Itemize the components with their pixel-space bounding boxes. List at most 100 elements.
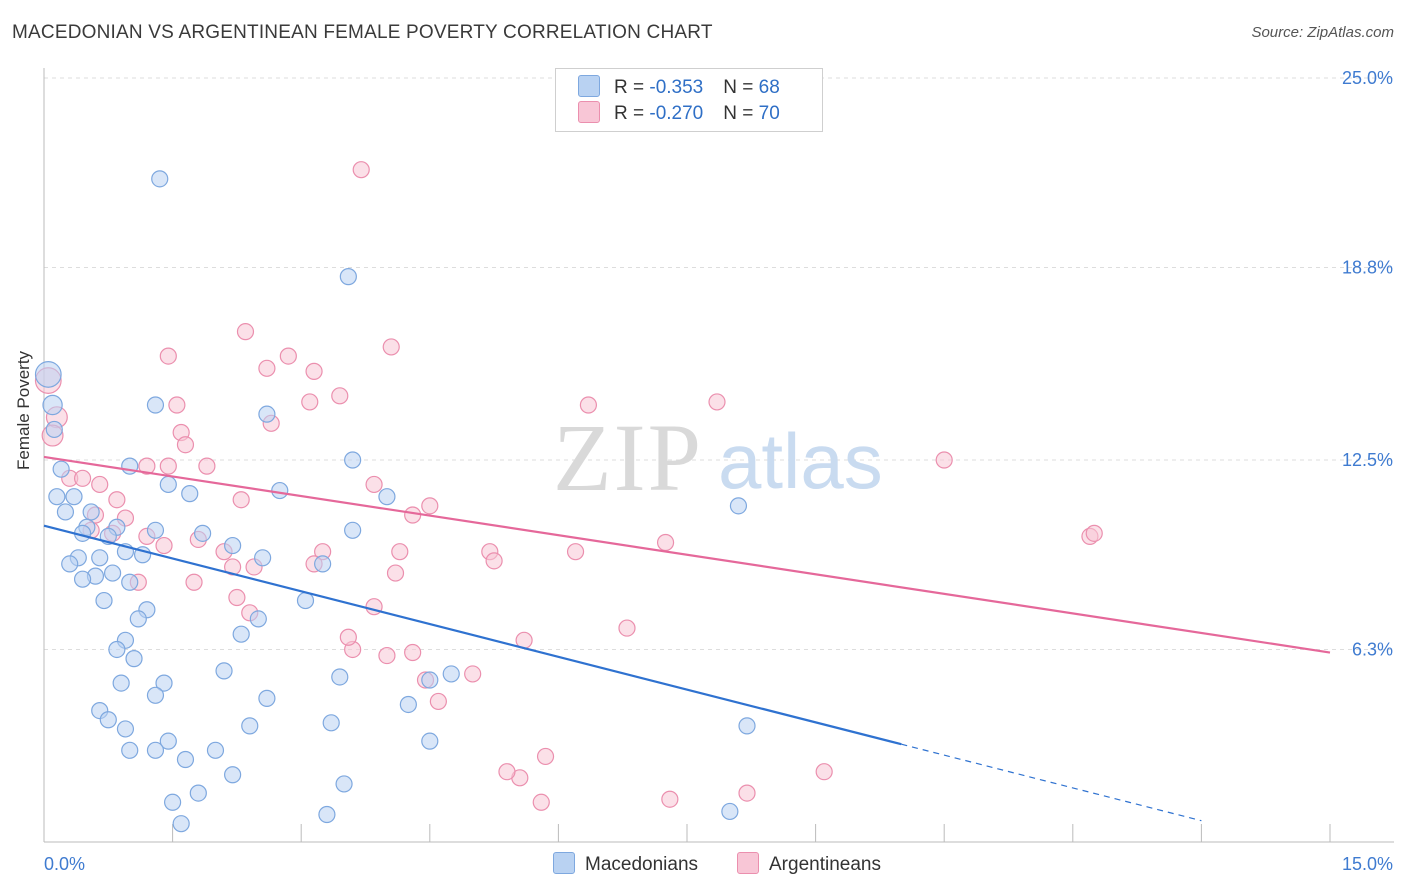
- macedonian-point: [421, 671, 439, 689]
- bottom-legend-label: Argentineans: [769, 854, 881, 875]
- macedonian-point: [241, 717, 259, 735]
- macedonian-point: [194, 524, 212, 542]
- macedonian-point: [378, 488, 396, 506]
- macedonian-point: [344, 521, 362, 539]
- y-tick-label: 6.3%: [1352, 639, 1393, 659]
- axes: [43, 68, 1394, 843]
- argentinean-point: [579, 396, 598, 414]
- argentinean-point: [224, 558, 242, 576]
- argentinean-point: [339, 628, 357, 646]
- source-credit: Source: ZipAtlas.com: [1251, 24, 1394, 41]
- argentinean-point: [168, 396, 186, 414]
- macedonian-point: [344, 451, 362, 469]
- argentinean-point: [421, 497, 439, 515]
- legend-r-label: R =: [614, 103, 650, 124]
- argentinean-point: [404, 506, 422, 524]
- macedonian-point: [271, 481, 289, 500]
- macedonian-point: [206, 741, 225, 759]
- legend-n-value: 68: [758, 77, 780, 98]
- macedonian-point: [121, 741, 139, 759]
- macedonian-point: [52, 460, 70, 478]
- bottom-legend-swatch-blue: [553, 852, 575, 874]
- bottom-legend-label: Macedonians: [585, 854, 699, 875]
- argentinean-point: [485, 552, 503, 570]
- macedonian-point: [146, 396, 165, 414]
- legend-row-macedonians: R = -0.353 N = 68: [578, 75, 780, 99]
- argentinean-point: [305, 362, 323, 380]
- argentinean-point: [73, 469, 92, 487]
- argentinean-point: [301, 393, 319, 411]
- argentinean-point: [331, 387, 349, 405]
- macedonian-point: [112, 674, 130, 692]
- macedonian-trend-line: [43, 524, 902, 746]
- argentinean-point: [661, 790, 679, 808]
- macedonians-points: [34, 170, 756, 833]
- macedonian-point: [91, 549, 109, 567]
- macedonian-point: [721, 802, 739, 821]
- macedonian-point: [258, 689, 276, 707]
- macedonian-point: [442, 665, 460, 683]
- macedonian-point: [103, 564, 122, 582]
- legend-n-label: N =: [723, 103, 759, 124]
- legend-n-value: 70: [758, 103, 780, 124]
- legend-n-label: N =: [723, 77, 759, 98]
- macedonian-point: [151, 170, 169, 188]
- argentinean-point: [185, 573, 203, 591]
- argentinean-point: [815, 763, 833, 781]
- argentinean-point: [429, 692, 447, 711]
- argentinean-point: [618, 619, 636, 637]
- argentinean-point: [228, 588, 246, 607]
- macedonian-point: [108, 640, 126, 659]
- macedonian-point: [146, 521, 165, 539]
- y-tick-label: 18.8%: [1342, 257, 1393, 277]
- legend-r-value: -0.353: [649, 77, 704, 98]
- watermark: ZIP atlas: [553, 404, 883, 511]
- macedonian-point: [48, 488, 66, 506]
- legend-swatch-blue: [578, 75, 600, 97]
- legend-swatch-pink: [578, 101, 600, 123]
- watermark-atlas: atlas: [718, 417, 883, 505]
- macedonian-point: [232, 625, 250, 643]
- macedonian-point: [146, 741, 165, 759]
- macedonian-point: [42, 394, 63, 416]
- macedonian-point: [729, 497, 748, 515]
- y-tick-label: 12.5%: [1342, 450, 1393, 470]
- macedonian-point: [56, 503, 75, 521]
- macedonian-point: [65, 488, 83, 506]
- macedonian-trend-extension: [901, 743, 1202, 822]
- argentinean-point: [232, 491, 250, 509]
- macedonian-point: [296, 591, 315, 610]
- macedonian-point: [189, 784, 207, 802]
- macedonian-point: [172, 815, 190, 833]
- argentinean-point: [404, 643, 422, 662]
- macedonian-point: [335, 775, 353, 793]
- macedonian-point: [322, 714, 340, 732]
- argentinean-point: [365, 475, 383, 494]
- macedonian-point: [224, 536, 242, 555]
- macedonian-point: [181, 485, 199, 503]
- argentineans-points: [34, 161, 1103, 811]
- argentinean-point: [1085, 524, 1103, 542]
- macedonian-point: [318, 805, 336, 824]
- macedonian-point: [73, 570, 92, 588]
- argentinean-point: [656, 533, 675, 552]
- argentinean-point: [532, 793, 550, 811]
- macedonian-point: [254, 549, 272, 567]
- macedonian-point: [95, 591, 113, 610]
- argentinean-point: [352, 161, 370, 179]
- legend-r-label: R =: [614, 77, 650, 98]
- macedonian-point: [61, 555, 79, 573]
- argentinean-point: [108, 491, 126, 509]
- chart-title: MACEDONIAN VS ARGENTINEAN FEMALE POVERTY…: [12, 22, 713, 43]
- bottom-legend-macedonians: Macedonians: [553, 852, 698, 876]
- argentinean-point: [391, 543, 409, 561]
- argentinean-point: [464, 665, 482, 683]
- tick-labels: 6.3% 12.5% 18.8% 25.0% 0.0% 15.0%: [44, 68, 1393, 874]
- macedonian-point: [155, 674, 173, 692]
- macedonian-point: [99, 711, 117, 729]
- macedonian-point: [314, 555, 332, 573]
- macedonian-point: [738, 717, 756, 735]
- argentinean-point: [738, 784, 756, 802]
- argentinean-point: [382, 338, 400, 356]
